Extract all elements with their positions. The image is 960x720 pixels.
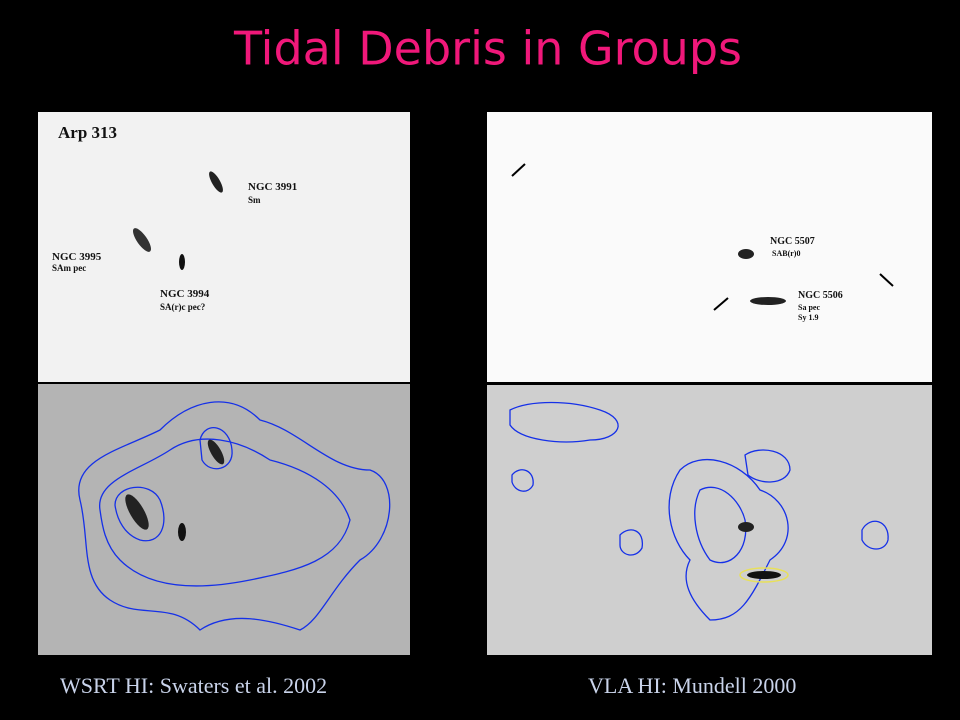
- slide-title: Tidal Debris in Groups: [233, 22, 742, 76]
- image-label: SA(r)c pec?: [160, 302, 205, 312]
- image-label: SAm pec: [52, 263, 86, 273]
- image-label: NGC 3995: [52, 251, 102, 263]
- image-label: Sa pec: [798, 303, 820, 312]
- image-label: SAB(r)0: [772, 249, 800, 258]
- right-optical-image: NGC 5507 SAB(r)0 NGC 5506 Sa pec Sy 1.9: [487, 112, 932, 382]
- image-label: Sm: [248, 195, 261, 205]
- left-optical-image: Arp 313 NGC 3991 Sm NGC 3995 SAm pec NGC…: [38, 112, 410, 382]
- image-label: NGC 5506: [798, 290, 843, 301]
- right-hi-image: [487, 385, 932, 655]
- image-label: NGC 5507: [770, 236, 815, 247]
- image-label: Arp 313: [58, 123, 117, 142]
- image-label: NGC 3991: [248, 181, 297, 193]
- caption: VLA HI: Mundell 2000: [588, 673, 796, 698]
- caption: WSRT HI: Swaters et al. 2002: [60, 673, 327, 698]
- image-label: Sy 1.9: [798, 313, 818, 322]
- image-label: NGC 3994: [160, 288, 210, 300]
- left-hi-image: [38, 384, 410, 655]
